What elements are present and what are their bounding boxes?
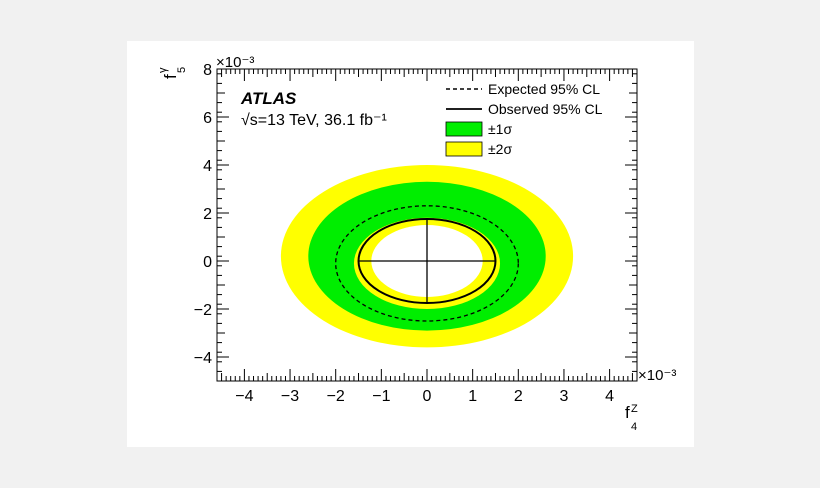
y-tick-label: 4 xyxy=(203,158,212,175)
legend: Expected 95% CL Observed 95% CL ±1σ ±2σ xyxy=(445,81,603,157)
expected-contour xyxy=(335,205,519,322)
experiment-label: ATLAS xyxy=(240,89,297,108)
y-axis-multiplier: ×10⁻³ xyxy=(216,54,254,71)
x-axis-multiplier: ×10⁻³ xyxy=(638,367,676,384)
legend-label-sigma2: ±2σ xyxy=(488,141,512,157)
legend-swatch-sigma2 xyxy=(445,141,483,157)
contour-plot: −4 −3 −2 −1 0 1 2 3 4 −4 −2 0 2 4 6 8 Expected 95% CL Ob… xyxy=(157,54,676,433)
svg-text:Z: Z xyxy=(631,403,638,415)
y-tick-label: 0 xyxy=(203,254,212,271)
y-axis-label: f 5 γ xyxy=(157,67,188,79)
axes-layer: −4 −3 −2 −1 0 1 2 3 4 −4 −2 0 2 4 6 8 xyxy=(194,62,638,405)
legend-swatch-sigma1 xyxy=(445,121,483,137)
y-tick-label: −4 xyxy=(194,350,212,367)
x-tick-label: −1 xyxy=(372,388,390,405)
legend-label-expected: Expected 95% CL xyxy=(488,81,600,97)
x-tick-label: −3 xyxy=(281,388,299,405)
y-tick-label: 8 xyxy=(203,62,212,79)
svg-text:4: 4 xyxy=(631,421,637,433)
x-tick-label: −2 xyxy=(327,388,345,405)
legend-label-sigma1: ±1σ xyxy=(488,121,512,137)
x-tick-label: 1 xyxy=(468,388,477,405)
x-tick-label: 3 xyxy=(560,388,569,405)
svg-text:f: f xyxy=(161,74,180,79)
svg-text:γ: γ xyxy=(157,67,169,73)
energy-label: √s=13 TeV, 36.1 fb⁻¹ xyxy=(241,112,387,129)
svg-text:5: 5 xyxy=(176,67,188,73)
contour-layer xyxy=(280,165,574,348)
y-tick-label: 6 xyxy=(203,110,212,127)
x-tick-label: −4 xyxy=(235,388,253,405)
x-axis-label: f 4 Z xyxy=(625,403,638,433)
svg-text:f: f xyxy=(625,403,630,422)
y-tick-label: −2 xyxy=(194,302,212,319)
plot-card: −4 −3 −2 −1 0 1 2 3 4 −4 −2 0 2 4 6 8 Expected 95% CL Ob… xyxy=(127,41,694,447)
legend-label-observed: Observed 95% CL xyxy=(488,101,603,117)
x-tick-label: 0 xyxy=(423,388,432,405)
x-tick-label: 2 xyxy=(514,388,523,405)
y-tick-label: 2 xyxy=(203,206,212,223)
x-tick-label: 4 xyxy=(605,388,614,405)
